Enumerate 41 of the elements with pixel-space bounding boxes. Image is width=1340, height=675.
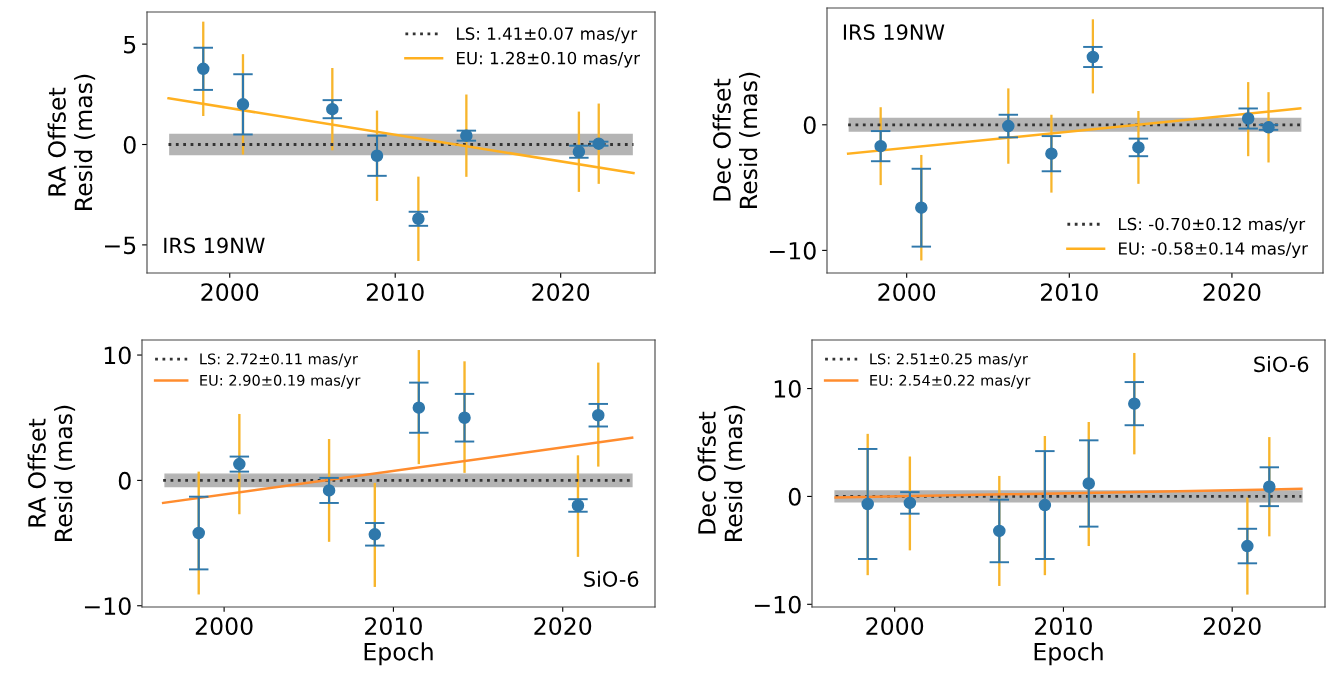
x-axis-title: Epoch (1034, 642, 1103, 666)
y-axis-title: Dec Offset Resid (mas) (697, 405, 746, 541)
y-tick-label: 0 (118, 471, 131, 490)
legend-label: EU: 2.90±0.19 mas/yr (200, 374, 361, 389)
legend-label: EU: -0.58±0.14 mas/yr (1119, 242, 1308, 258)
y-tick-label: 0 (123, 135, 136, 154)
legend-label: EU: 1.28±0.10 mas/yr (457, 51, 640, 68)
x-axis-title: Epoch (364, 642, 433, 666)
x-tick-label: 2000 (195, 617, 253, 635)
x-tick-label: 2000 (878, 283, 936, 301)
annotation: IRS 19NW (164, 237, 265, 254)
y-tick-label: 0 (803, 116, 816, 135)
y-tick-label: −10 (84, 597, 131, 616)
y-tick-label: 5 (124, 35, 136, 54)
y-tick-label: 10 (104, 346, 131, 365)
legend-label: LS: 1.41±0.07 mas/yr (457, 27, 638, 44)
legend-label: EU: 2.54±0.22 mas/yr (870, 374, 1031, 389)
x-tick-label: 2010 (365, 617, 422, 635)
y-axis-title: RA Offset Resid (mas) (27, 405, 76, 541)
annotation: SiO-6 (584, 570, 639, 587)
y-axis-title: Dec Offset Resid (mas) (712, 72, 761, 208)
x-tick-label: 2000 (201, 283, 259, 301)
y-tick-label: −10 (769, 241, 816, 260)
y-tick-label: −5 (104, 236, 136, 255)
y-axis-title: RA Offset Resid (mas) (47, 74, 96, 210)
y-tick-label: −10 (754, 595, 801, 614)
annotation: SiO-6 (1254, 356, 1309, 373)
annotation: IRS 19NW (843, 24, 945, 41)
x-tick-label: 2000 (866, 617, 924, 635)
x-tick-label: 2010 (1035, 617, 1092, 635)
x-tick-label: 2010 (366, 283, 424, 301)
y-tick-label: 0 (788, 487, 801, 506)
x-tick-label: 2020 (1203, 617, 1261, 635)
legend-label: LS: 2.51±0.25 mas/yr (870, 353, 1028, 368)
x-tick-label: 2010 (1040, 283, 1098, 301)
legend-label: LS: -0.70±0.12 mas/yr (1119, 217, 1306, 234)
x-tick-label: 2020 (534, 617, 592, 635)
y-tick-label: 10 (774, 379, 801, 398)
x-tick-label: 2020 (532, 283, 590, 301)
legend-label: LS: 2.72±0.11 mas/yr (200, 353, 358, 368)
x-tick-label: 2020 (1203, 283, 1261, 301)
